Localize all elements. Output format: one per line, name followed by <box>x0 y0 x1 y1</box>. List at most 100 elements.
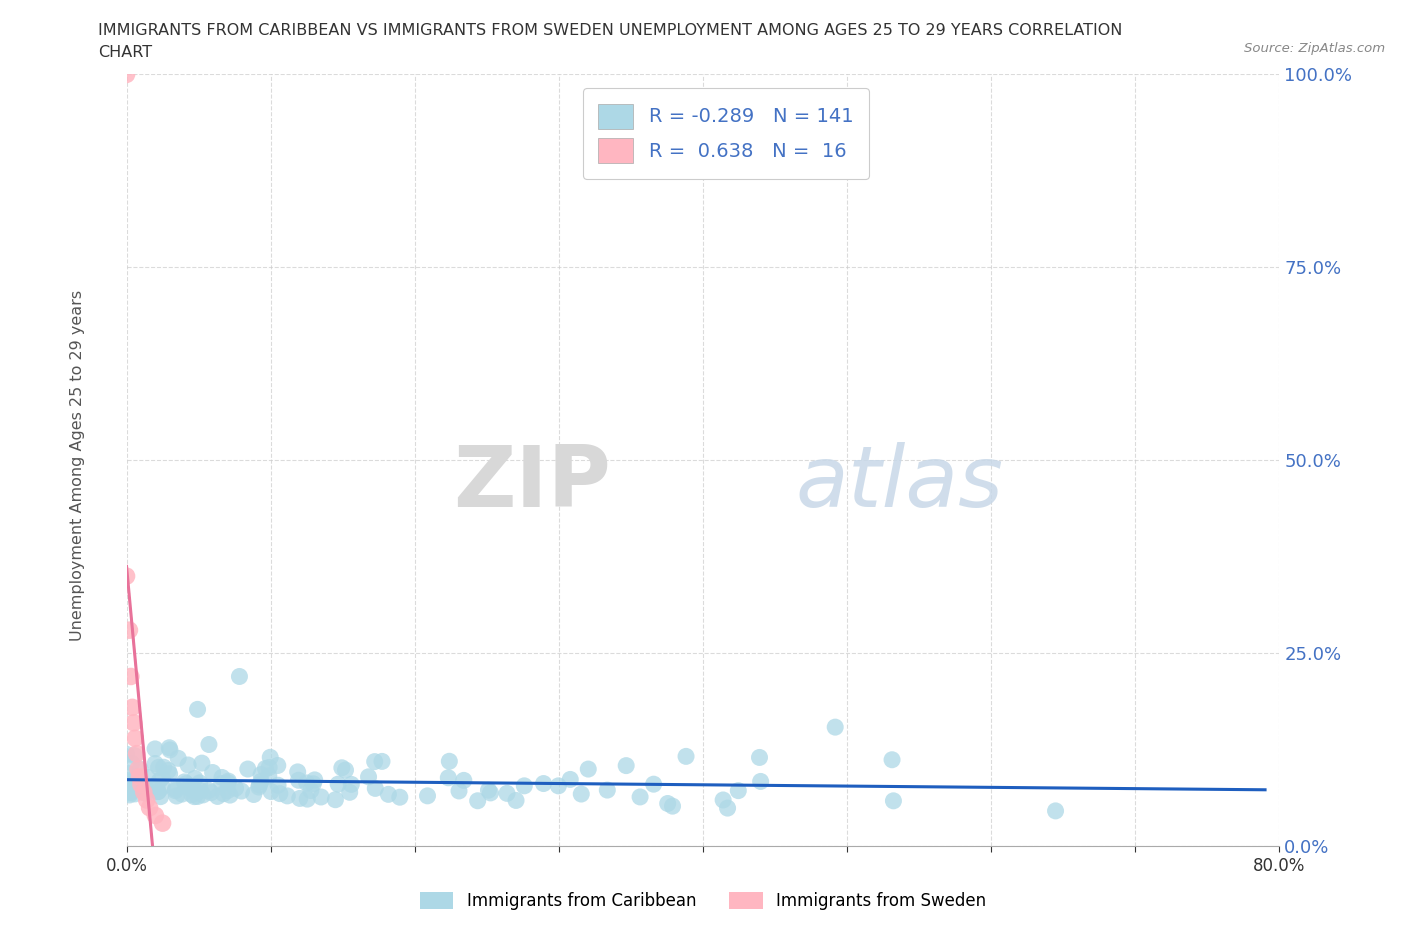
Point <box>167 751 190 765</box>
Point <box>211 776 233 790</box>
Point <box>125 779 148 794</box>
Point <box>183 790 205 804</box>
Point <box>212 786 235 801</box>
Point <box>748 750 770 764</box>
Point <box>134 779 156 794</box>
Point <box>181 781 204 796</box>
Point <box>183 783 205 798</box>
Point <box>297 791 319 806</box>
Point <box>363 754 385 769</box>
Point <box>295 776 318 790</box>
Point <box>377 787 399 802</box>
Point <box>180 787 202 802</box>
Point <box>267 777 290 792</box>
Point <box>287 773 309 788</box>
Point <box>596 783 619 798</box>
Point <box>479 786 502 801</box>
Point <box>371 754 394 769</box>
Point <box>143 779 166 794</box>
Point <box>228 669 250 684</box>
Point <box>505 793 527 808</box>
Text: IMMIGRANTS FROM CARIBBEAN VS IMMIGRANTS FROM SWEDEN UNEMPLOYMENT AMONG AGES 25 T: IMMIGRANTS FROM CARIBBEAN VS IMMIGRANTS … <box>98 23 1123 38</box>
Point <box>643 777 665 791</box>
Point <box>148 784 170 799</box>
Point <box>115 568 138 584</box>
Point <box>128 769 150 784</box>
Point <box>201 765 224 780</box>
Point <box>115 747 138 762</box>
Point <box>628 790 651 804</box>
Point <box>219 788 242 803</box>
Point <box>880 752 903 767</box>
Text: CHART: CHART <box>98 45 152 60</box>
Point <box>257 768 280 783</box>
Point <box>135 792 157 807</box>
Text: atlas: atlas <box>796 442 1004 525</box>
Point <box>129 777 152 792</box>
Point <box>136 770 159 785</box>
Point <box>288 791 311 806</box>
Point <box>547 778 569 793</box>
Point <box>143 741 166 756</box>
Point <box>143 756 166 771</box>
Point <box>120 785 142 800</box>
Point <box>716 801 738 816</box>
Point <box>416 789 439 804</box>
Point <box>120 669 142 684</box>
Point <box>657 796 679 811</box>
Point <box>325 792 347 807</box>
Point <box>165 782 187 797</box>
Point <box>364 781 387 796</box>
Point <box>330 761 353 776</box>
Point <box>150 770 173 785</box>
Point <box>242 787 264 802</box>
Point <box>335 763 357 777</box>
Point <box>198 783 221 798</box>
Point <box>159 742 181 757</box>
Point <box>247 779 270 794</box>
Point <box>165 783 187 798</box>
Point <box>388 790 411 804</box>
Point <box>533 777 555 791</box>
Legend: R = -0.289   N = 141, R =  0.638   N =  16: R = -0.289 N = 141, R = 0.638 N = 16 <box>583 88 869 179</box>
Point <box>115 67 138 82</box>
Point <box>576 762 599 777</box>
Point <box>304 773 326 788</box>
Point <box>172 787 194 802</box>
Point <box>267 758 290 773</box>
Point <box>302 777 325 791</box>
Point <box>882 793 904 808</box>
Point <box>118 788 141 803</box>
Point <box>129 762 152 777</box>
Point <box>124 748 146 763</box>
Point <box>569 787 592 802</box>
Point <box>711 792 734 807</box>
Point <box>1045 804 1067 818</box>
Point <box>299 783 322 798</box>
Point <box>250 774 273 789</box>
Point <box>174 777 197 791</box>
Point <box>117 785 139 800</box>
Point <box>437 770 460 785</box>
Point <box>513 778 536 793</box>
Point <box>177 758 200 773</box>
Point <box>249 777 271 792</box>
Point <box>269 786 291 801</box>
Point <box>675 749 697 764</box>
Point <box>614 758 637 773</box>
Text: Unemployment Among Ages 25 to 29 years: Unemployment Among Ages 25 to 29 years <box>70 289 84 641</box>
Point <box>287 764 309 779</box>
Point <box>217 783 239 798</box>
Point <box>132 785 155 800</box>
Point <box>198 737 221 752</box>
Point <box>127 762 149 777</box>
Point <box>439 754 461 769</box>
Point <box>727 783 749 798</box>
Point <box>131 782 153 797</box>
Point <box>260 784 283 799</box>
Point <box>236 762 259 777</box>
Point <box>447 783 470 798</box>
Point <box>177 780 200 795</box>
Point <box>211 770 233 785</box>
Point <box>173 775 195 790</box>
